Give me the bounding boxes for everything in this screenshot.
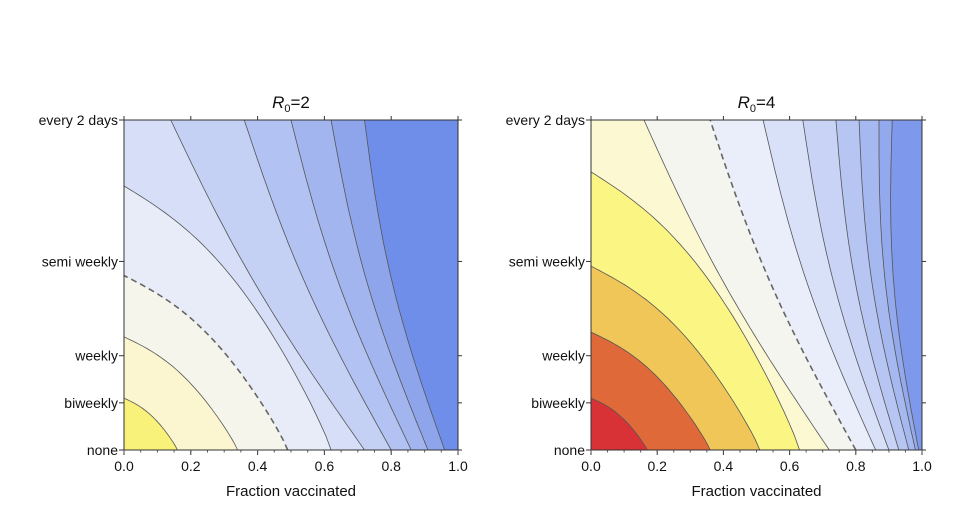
y-axis-ticks: none biweekly weekly semi weekly every 2 day… xyxy=(506,112,926,458)
contour-line xyxy=(170,119,365,451)
contour-line xyxy=(835,119,900,451)
contour-bands xyxy=(124,120,458,450)
x-axis-label: Fraction vaccinated xyxy=(691,483,821,500)
x-tick-label: 0.0 xyxy=(114,458,134,474)
y-tick-label: biweekly xyxy=(531,395,585,411)
contour-line xyxy=(590,265,761,451)
x-tick-label: 0.8 xyxy=(846,458,866,474)
x-tick-label: 1.0 xyxy=(448,458,468,474)
y-tick-label: semi weekly xyxy=(509,253,585,269)
title-subscript: 0 xyxy=(284,103,290,115)
contour-lines xyxy=(123,119,445,451)
contour-line xyxy=(364,119,445,451)
contour-line xyxy=(643,119,830,451)
x-axis-ticks: 0.0 0.2 0.4 0.6 0.8 1.0 xyxy=(114,116,468,474)
contour-bands xyxy=(591,120,922,450)
title-suffix: =2 xyxy=(291,93,310,112)
chart-title: R0=4 xyxy=(738,93,776,115)
contour-line xyxy=(802,119,890,451)
y-tick-label: every 2 days xyxy=(39,112,118,128)
y-tick-label: none xyxy=(554,442,585,458)
x-tick-label: 0.6 xyxy=(315,458,335,474)
y-tick-label: weekly xyxy=(541,348,585,364)
x-axis-ticks: 0.0 0.2 0.4 0.6 0.8 1.0 xyxy=(581,116,932,474)
contour-line xyxy=(123,336,238,451)
contour-line xyxy=(590,331,711,451)
contour-line xyxy=(243,119,392,451)
y-tick-label: every 2 days xyxy=(506,112,585,128)
chart-title: R0=2 xyxy=(272,93,310,115)
title-main: R xyxy=(738,93,750,112)
contour-line xyxy=(330,119,429,451)
title-main: R xyxy=(272,93,284,112)
x-tick-label: 0.4 xyxy=(714,458,734,474)
contour-band xyxy=(591,398,648,450)
contour-line xyxy=(890,119,920,451)
contour-line xyxy=(123,185,332,451)
contour-line-dashed xyxy=(123,274,289,451)
x-axis-label: Fraction vaccinated xyxy=(226,483,356,500)
x-tick-label: 0.4 xyxy=(248,458,268,474)
x-tick-label: 1.0 xyxy=(912,458,932,474)
y-tick-label: none xyxy=(87,442,118,458)
contour-line xyxy=(762,119,877,451)
contour-line xyxy=(590,397,648,451)
y-tick-label: weekly xyxy=(74,348,118,364)
y-axis-ticks: none biweekly weekly semi weekly every 2 day… xyxy=(39,112,462,458)
title-suffix: =4 xyxy=(756,93,775,112)
contour-line xyxy=(123,397,178,451)
contour-line-dashed xyxy=(709,119,857,451)
contour-line xyxy=(590,171,800,451)
contour-band xyxy=(124,398,178,450)
x-tick-label: 0.6 xyxy=(780,458,800,474)
title-subscript: 0 xyxy=(750,103,756,115)
panel-r0-2: 0.0 0.2 0.4 0.6 0.8 1.0 none biweekly weekly sem… xyxy=(39,93,468,500)
contour-line xyxy=(858,119,910,451)
x-tick-label: 0.0 xyxy=(581,458,601,474)
x-tick-label: 0.2 xyxy=(181,458,201,474)
y-tick-label: biweekly xyxy=(64,395,118,411)
panel-r0-4: 0.0 0.2 0.4 0.6 0.8 1.0 none biweekly weekly sem… xyxy=(506,93,932,500)
x-tick-label: 0.8 xyxy=(381,458,401,474)
contour-line xyxy=(878,120,916,451)
y-tick-label: semi weekly xyxy=(42,253,118,269)
contour-line xyxy=(290,119,412,451)
x-tick-label: 0.2 xyxy=(647,458,667,474)
contour-lines xyxy=(590,119,920,451)
